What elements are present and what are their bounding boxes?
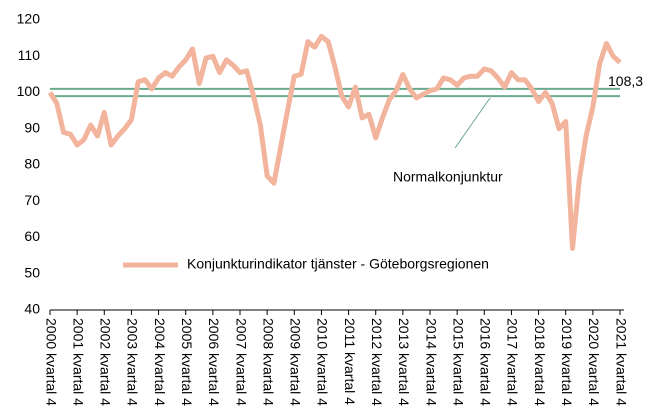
x-tick-label: 2009 kvartal 4	[288, 318, 304, 406]
x-tick-label: 2020 kvartal 4	[586, 318, 602, 406]
y-tick-label: 110	[18, 47, 41, 63]
x-tick-label: 2019 kvartal 4	[559, 318, 575, 406]
x-tick-label: 2016 kvartal 4	[478, 318, 494, 406]
x-tick-label: 2001 kvartal 4	[70, 318, 86, 406]
x-tick-label: 2013 kvartal 4	[396, 318, 412, 406]
x-tick-label: 2014 kvartal 4	[423, 318, 439, 406]
x-tick-label: 2007 kvartal 4	[233, 318, 249, 406]
y-tick-label: 100	[17, 83, 41, 99]
y-tick-label: 50	[24, 264, 40, 280]
legend-label: Konjunkturindikator tjänster - Göteborgs…	[187, 256, 489, 272]
value-label: 108,3	[608, 73, 643, 89]
annotation-leader	[454, 97, 491, 149]
y-tick-label: 120	[17, 11, 41, 27]
x-tick-label: 2011 kvartal 4	[342, 318, 358, 405]
y-tick-label: 90	[24, 119, 40, 135]
x-tick-label: 2010 kvartal 4	[315, 318, 331, 406]
x-tick-label: 2012 kvartal 4	[369, 318, 385, 406]
y-tick-label: 60	[24, 228, 40, 244]
x-tick-label: 2017 kvartal 4	[505, 318, 521, 406]
x-tick-label: 2002 kvartal 4	[98, 318, 114, 406]
x-tick-label: 2000 kvartal 4	[43, 318, 59, 406]
y-tick-label: 70	[24, 192, 40, 208]
y-tick-label: 80	[24, 156, 40, 172]
x-tick-label: 2004 kvartal 4	[152, 318, 168, 406]
x-tick-label: 2021 kvartal 4	[613, 318, 629, 406]
x-tick-label: 2005 kvartal 4	[179, 318, 195, 406]
y-tick-label: 40	[24, 301, 40, 317]
x-tick-label: 2003 kvartal 4	[125, 318, 141, 406]
x-tick-label: 2006 kvartal 4	[206, 318, 222, 406]
x-tick-label: 2018 kvartal 4	[532, 318, 548, 406]
annotation: Normalkonjunktur	[393, 169, 503, 185]
data-line	[47, 33, 622, 251]
x-tick-label: 2015 kvartal 4	[450, 318, 466, 406]
x-tick-label: 2008 kvartal 4	[260, 318, 276, 406]
